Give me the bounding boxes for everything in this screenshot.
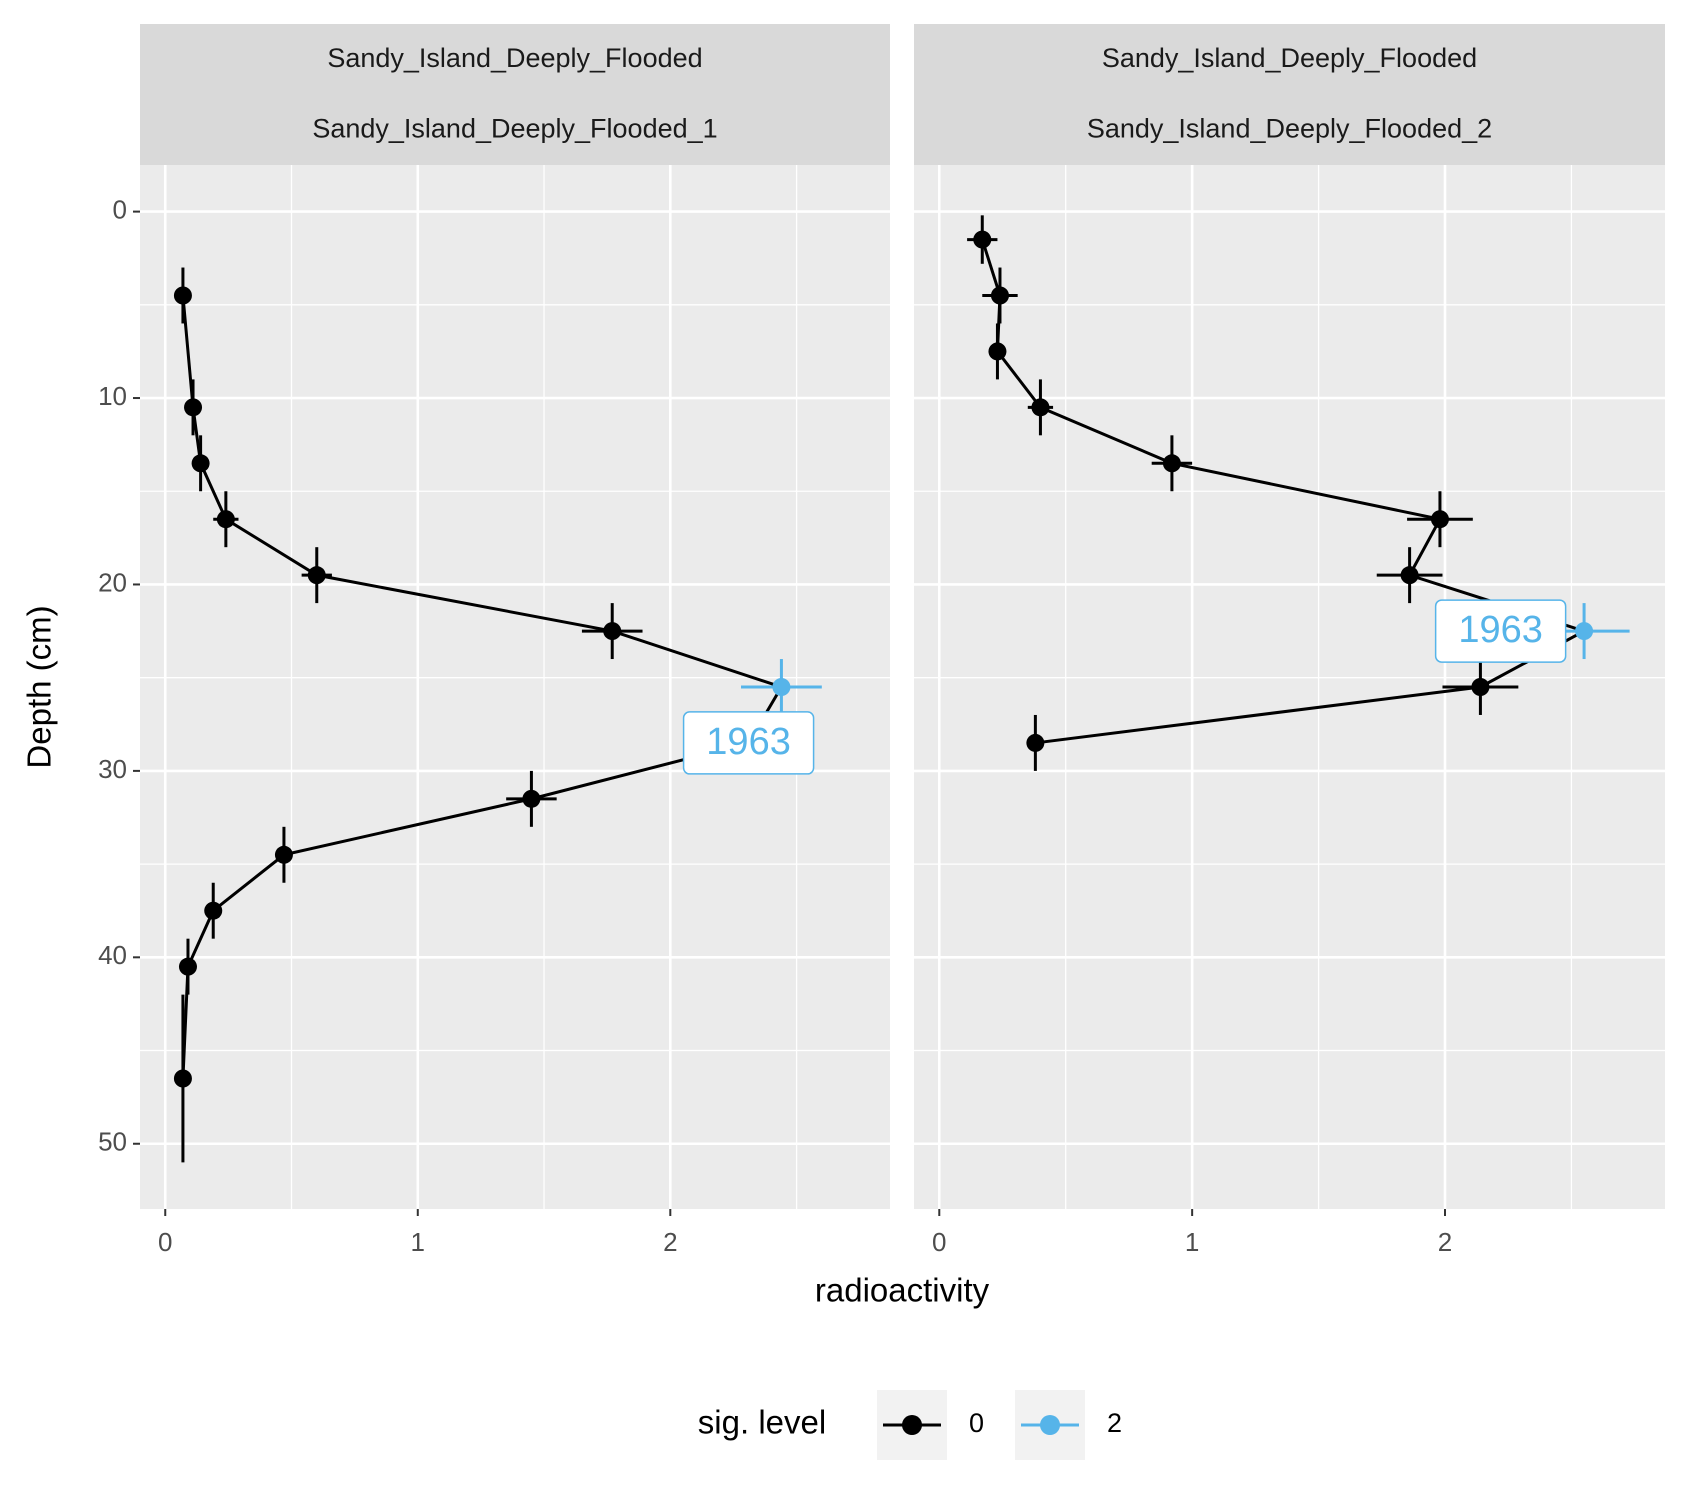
legend-label: 0 xyxy=(969,1408,984,1438)
annotation-label: 1963 xyxy=(706,721,791,763)
strip-background xyxy=(914,94,1665,165)
point xyxy=(990,286,1009,305)
x-tick-label: 1 xyxy=(1185,1227,1199,1257)
point xyxy=(191,454,210,473)
y-tick-label: 50 xyxy=(98,1127,127,1157)
point xyxy=(274,845,293,864)
point xyxy=(603,622,622,641)
panel-background xyxy=(914,165,1665,1209)
x-tick-label: 2 xyxy=(663,1227,677,1257)
strip-label: Sandy_Island_Deeply_Flooded xyxy=(1102,43,1477,73)
point xyxy=(216,510,235,529)
point xyxy=(973,230,992,249)
legend-label: 2 xyxy=(1107,1408,1122,1438)
legend-title: sig. level xyxy=(698,1404,826,1441)
point xyxy=(178,957,197,976)
point xyxy=(1471,678,1490,696)
strip-label: Sandy_Island_Deeply_Flooded_2 xyxy=(1087,114,1492,144)
point xyxy=(988,342,1007,361)
point xyxy=(173,1069,192,1088)
y-tick-label: 20 xyxy=(98,567,127,597)
legend-point xyxy=(902,1415,922,1435)
point xyxy=(1031,398,1050,417)
strip-label: Sandy_Island_Deeply_Flooded xyxy=(327,43,702,73)
point xyxy=(1575,622,1594,641)
legend-point xyxy=(1040,1415,1060,1435)
point xyxy=(204,901,223,920)
point xyxy=(1162,454,1181,473)
strip-label: Sandy_Island_Deeply_Flooded_1 xyxy=(312,114,717,144)
annotation-box xyxy=(682,711,815,775)
x-tick-label: 0 xyxy=(158,1227,172,1257)
point xyxy=(307,566,326,585)
annotation-box xyxy=(1434,599,1567,663)
y-tick-label: 30 xyxy=(98,754,127,784)
y-tick-label: 0 xyxy=(113,194,127,224)
x-tick-label: 1 xyxy=(411,1227,425,1257)
x-axis-title: radioactivity xyxy=(815,1272,990,1309)
y-tick-label: 10 xyxy=(98,381,127,411)
strip-background xyxy=(914,24,1665,95)
strip-background xyxy=(140,94,890,165)
y-axis-title: Depth (cm) xyxy=(21,605,58,768)
point xyxy=(1400,566,1419,585)
x-tick-label: 0 xyxy=(932,1227,946,1257)
point xyxy=(522,789,541,808)
point xyxy=(184,398,203,417)
point xyxy=(1430,510,1449,529)
point xyxy=(1026,733,1045,752)
x-tick-label: 2 xyxy=(1438,1227,1452,1257)
annotation-label: 1963 xyxy=(1458,609,1543,651)
y-tick-label: 40 xyxy=(98,940,127,970)
point xyxy=(173,286,192,305)
point xyxy=(772,678,791,696)
strip-background xyxy=(140,24,890,95)
